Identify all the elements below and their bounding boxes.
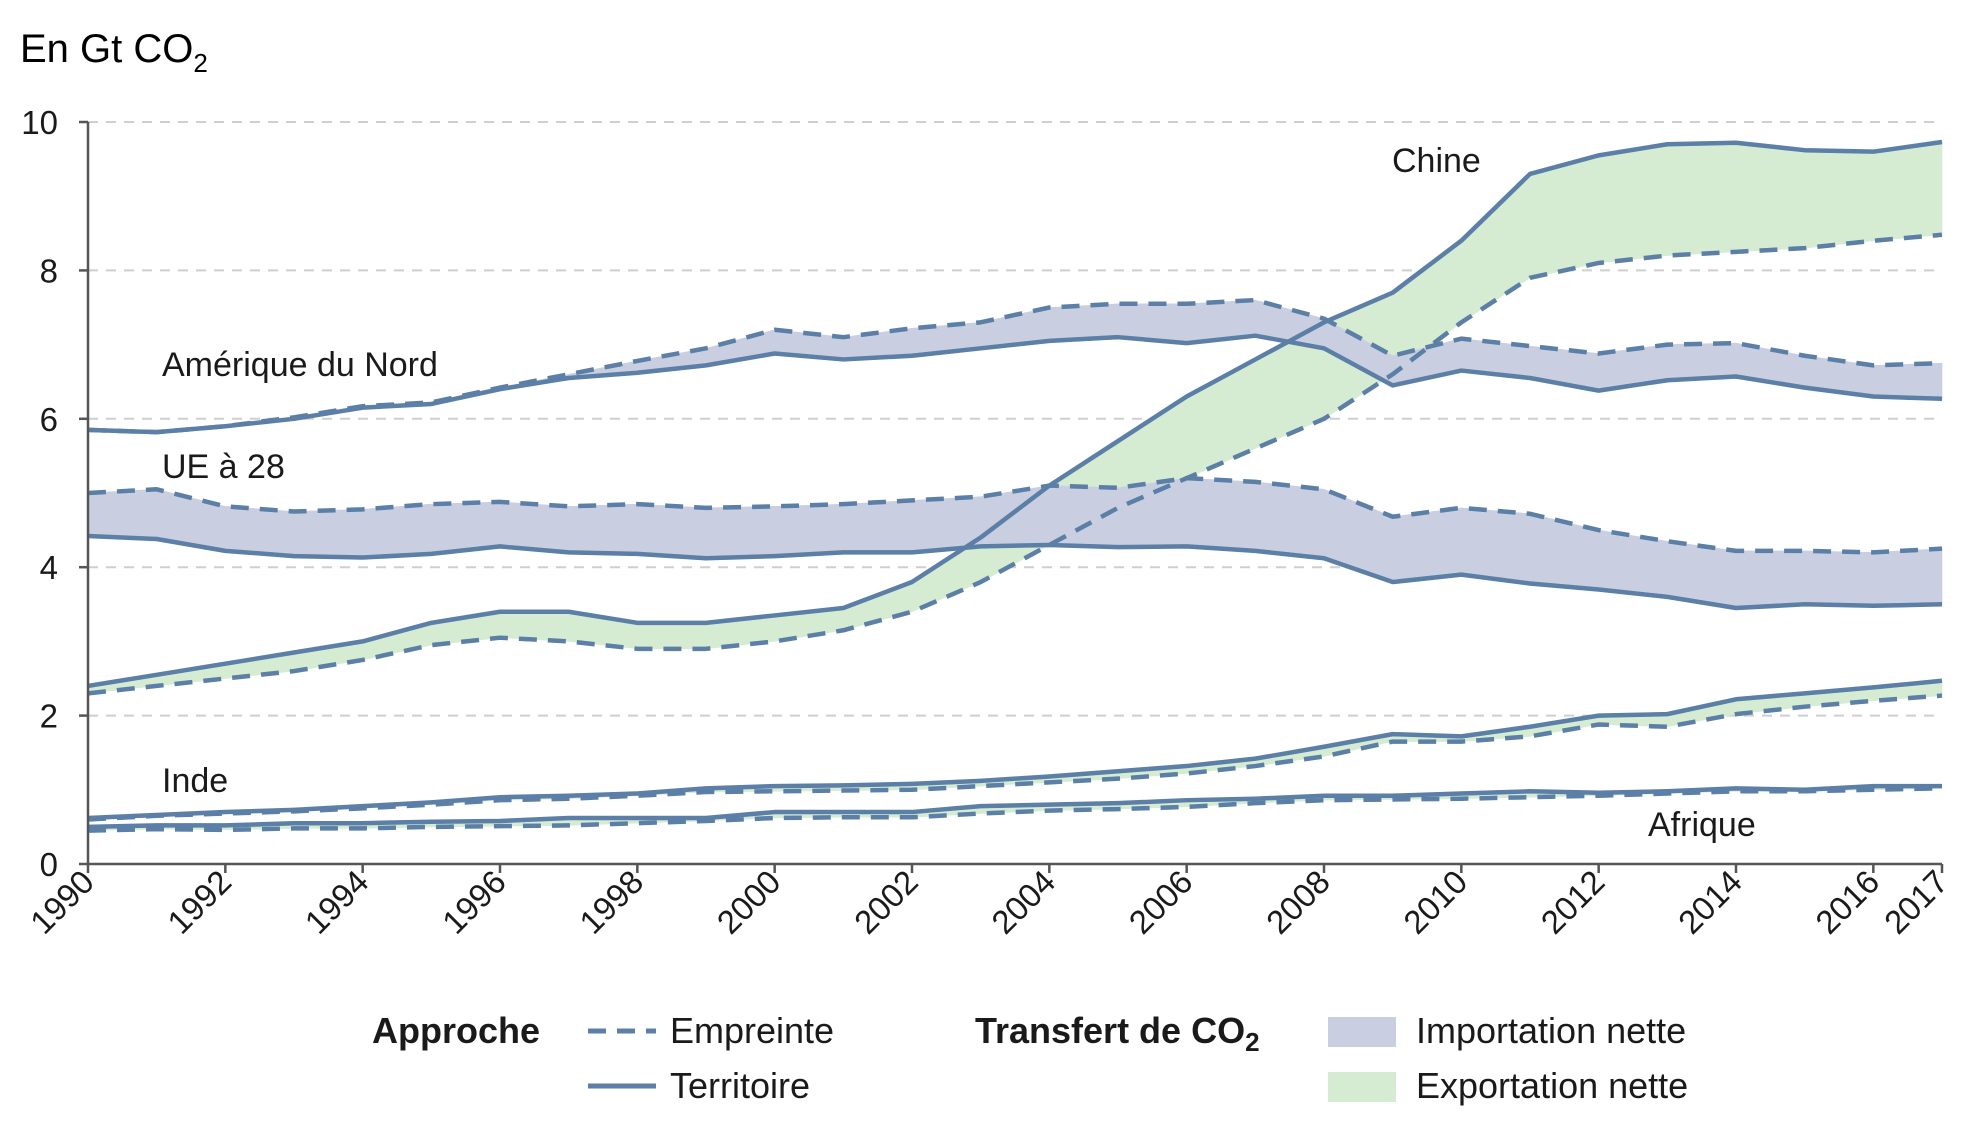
area-ue-a-28-6 (499, 501, 569, 553)
area-ue-a-28-11 (843, 500, 913, 553)
area-chine-8 (637, 622, 707, 650)
x-tick-label-2000: 2000 (710, 863, 788, 941)
legend-exportation-label: Exportation nette (1416, 1065, 1688, 1106)
x-tick-label-2017: 2017 (1877, 863, 1955, 941)
legend-empreinte-label: Empreinte (670, 1010, 834, 1051)
area-chine-25 (1804, 149, 1874, 249)
x-tick-label-1994: 1994 (298, 863, 376, 941)
x-tick-label-1996: 1996 (435, 863, 513, 941)
x-tick-label-1990: 1990 (23, 863, 101, 941)
area-amerique-du-nord-26 (1873, 362, 1943, 400)
area-amerique-du-nord-23 (1667, 342, 1737, 381)
line-territoire-inde (87, 678, 1943, 821)
line-empreinte-ue-a-28 (87, 475, 1943, 555)
area-chine-26 (1873, 141, 1943, 242)
area-ue-a-28-0 (87, 488, 157, 540)
x-tick-label-2002: 2002 (847, 863, 925, 941)
x-tick-label-1992: 1992 (160, 863, 238, 941)
area-ue-a-28-19 (1392, 507, 1462, 583)
area-ue-a-28-16 (1186, 477, 1256, 552)
x-tick-label-1998: 1998 (572, 863, 650, 941)
y-tick-label-10: 10 (21, 104, 58, 141)
x-tick-label-2006: 2006 (1122, 863, 1200, 941)
series-label-inde: Inde (162, 762, 228, 800)
gridlines (88, 121, 1942, 717)
series-label-amerique-du-nord: Amérique du Nord (162, 346, 438, 384)
line-territoire-ue-a-28 (87, 533, 1943, 611)
y-tick-label-4: 4 (40, 549, 58, 586)
legend: Approche Empreinte Territoire Transfert … (372, 1010, 1688, 1106)
legend-transfert-title: Transfert de CO2 (975, 1010, 1260, 1057)
area-chine-4 (362, 622, 432, 661)
area-ue-a-28-8 (637, 503, 707, 559)
y-tick-label-0: 0 (40, 846, 58, 883)
area-ue-a-28-10 (774, 503, 844, 557)
area-chine-6 (499, 611, 569, 642)
legend-approche-title: Approche (372, 1010, 540, 1051)
line-territoire-chine (87, 139, 1943, 689)
legend-transfert-main: Transfert de CO (975, 1010, 1245, 1051)
area-ue-a-28-3 (293, 509, 363, 558)
y-tick-label-8: 8 (40, 252, 58, 289)
y-unit-title-sub: 2 (193, 48, 207, 78)
x-tick-labels: 1990 1992 1994 1996 1998 2000 2002 2004 2006 2008… (23, 863, 1955, 941)
legend-importation-label: Importation nette (1416, 1010, 1686, 1051)
area-ue-a-28-4 (362, 503, 432, 558)
line-territoire-afrique (87, 783, 1942, 830)
series-label-afrique: Afrique (1648, 806, 1756, 844)
area-chine-22 (1598, 143, 1668, 264)
area-ue-a-28-25 (1804, 550, 1874, 607)
line-territoire-amerique-du-nord (87, 333, 1943, 435)
y-tick-label-2: 2 (40, 698, 58, 735)
series-lines (87, 139, 1943, 833)
area-chine-23 (1667, 142, 1737, 256)
area-ue-a-28-7 (568, 503, 638, 555)
axes (79, 120, 1944, 873)
line-empreinte-chine (87, 232, 1943, 696)
area-ue-a-28-17 (1255, 481, 1325, 559)
y-tick-label-6: 6 (40, 401, 58, 438)
area-ue-a-28-9 (705, 506, 775, 559)
area-ue-a-28-24 (1735, 550, 1805, 609)
x-tick-label-2016: 2016 (1808, 863, 1886, 941)
legend-territoire-label: Territoire (670, 1065, 810, 1106)
line-empreinte-inde (87, 693, 1943, 822)
x-tick-label-2010: 2010 (1396, 863, 1474, 941)
area-ue-a-28-2 (225, 506, 295, 557)
legend-transfert-sub: 2 (1245, 1027, 1259, 1057)
x-tick-label-2004: 2004 (984, 863, 1062, 941)
area-ue-a-28-21 (1529, 513, 1599, 590)
y-unit-title-main: En Gt CO (20, 27, 193, 71)
area-chine-24 (1735, 142, 1805, 253)
legend-importation-swatch (1328, 1017, 1396, 1047)
area-ue-a-28-20 (1461, 507, 1531, 584)
x-tick-label-2012: 2012 (1534, 863, 1612, 941)
y-unit-title: En Gt CO2 (20, 27, 208, 78)
series-label-chine: Chine (1392, 142, 1481, 180)
line-empreinte-amerique-du-nord (87, 297, 1943, 435)
legend-exportation-swatch (1328, 1072, 1396, 1102)
area-amerique-du-nord-14 (1049, 303, 1119, 342)
area-ue-a-28-26 (1873, 548, 1943, 607)
y-tick-labels: 0 2 4 6 8 10 (21, 104, 58, 883)
area-chine-21 (1529, 154, 1599, 279)
series-label-ue-28: UE à 28 (162, 448, 285, 486)
x-tick-label-2008: 2008 (1259, 863, 1337, 941)
x-tick-label-2014: 2014 (1671, 863, 1749, 941)
line-empreinte-afrique (87, 786, 1943, 833)
